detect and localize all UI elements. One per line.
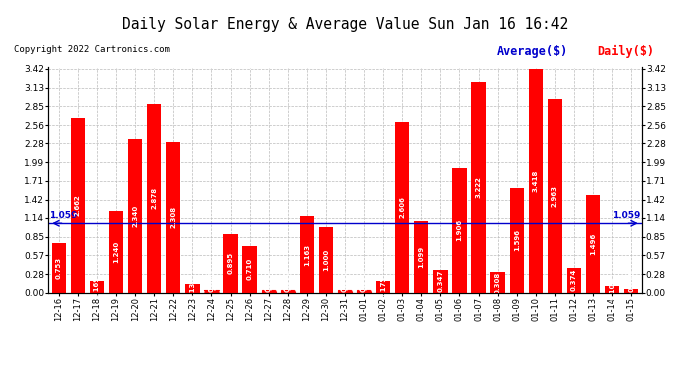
Text: Daily Solar Energy & Average Value Sun Jan 16 16:42: Daily Solar Energy & Average Value Sun J…	[122, 17, 568, 32]
Text: 2.662: 2.662	[75, 195, 81, 216]
Text: 0.000: 0.000	[266, 270, 272, 292]
Text: 3.222: 3.222	[475, 176, 482, 198]
Bar	[453, 168, 466, 292]
Text: 1.059: 1.059	[49, 211, 78, 220]
Bar	[281, 290, 295, 292]
Text: 0.347: 0.347	[437, 270, 444, 292]
Text: 2.606: 2.606	[400, 196, 405, 218]
Bar	[566, 268, 581, 292]
Bar	[262, 290, 276, 292]
Text: 0.169: 0.169	[94, 276, 100, 298]
Text: 2.878: 2.878	[151, 188, 157, 210]
Text: 0.000: 0.000	[361, 270, 367, 292]
Bar	[491, 272, 505, 292]
Text: 1.099: 1.099	[418, 245, 424, 268]
Bar	[414, 220, 428, 292]
Bar	[357, 290, 371, 292]
Bar	[242, 246, 257, 292]
Bar	[52, 243, 66, 292]
Bar	[147, 104, 161, 292]
Bar	[299, 216, 314, 292]
Bar	[586, 195, 600, 292]
Text: 0.058: 0.058	[628, 270, 634, 292]
Text: 0.374: 0.374	[571, 269, 577, 291]
Text: 0.710: 0.710	[246, 258, 253, 280]
Text: 0.104: 0.104	[609, 278, 615, 300]
Bar	[548, 99, 562, 292]
Text: 1.059: 1.059	[612, 211, 641, 220]
Bar	[204, 290, 219, 292]
Text: 0.130: 0.130	[189, 277, 195, 299]
Bar	[395, 122, 409, 292]
Bar	[605, 286, 620, 292]
Text: Daily($): Daily($)	[597, 45, 654, 58]
Bar	[376, 281, 391, 292]
Bar	[70, 118, 85, 292]
Bar	[433, 270, 448, 292]
Text: 0.000: 0.000	[342, 270, 348, 292]
Bar	[109, 211, 124, 292]
Text: 1.906: 1.906	[457, 219, 462, 241]
Text: 1.596: 1.596	[514, 229, 520, 251]
Text: 0.895: 0.895	[228, 252, 233, 274]
Bar	[529, 69, 543, 292]
Text: 1.163: 1.163	[304, 243, 310, 266]
Text: 0.175: 0.175	[380, 276, 386, 298]
Bar	[224, 234, 237, 292]
Text: Copyright 2022 Cartronics.com: Copyright 2022 Cartronics.com	[14, 45, 170, 54]
Bar	[185, 284, 199, 292]
Text: 2.340: 2.340	[132, 205, 138, 227]
Bar	[338, 290, 352, 292]
Text: 2.308: 2.308	[170, 206, 176, 228]
Bar	[624, 289, 638, 292]
Bar	[471, 82, 486, 292]
Text: 1.496: 1.496	[590, 232, 596, 255]
Text: 0.308: 0.308	[495, 271, 501, 294]
Text: 0.000: 0.000	[285, 270, 290, 292]
Bar	[90, 282, 104, 292]
Text: 1.000: 1.000	[323, 249, 329, 271]
Text: 2.963: 2.963	[552, 184, 558, 207]
Text: 3.418: 3.418	[533, 170, 539, 192]
Text: 0.753: 0.753	[56, 257, 62, 279]
Text: Average($): Average($)	[497, 45, 568, 58]
Bar	[510, 188, 524, 292]
Text: 0.000: 0.000	[208, 270, 215, 292]
Text: 1.240: 1.240	[113, 241, 119, 263]
Bar	[319, 227, 333, 292]
Bar	[128, 140, 142, 292]
Bar	[166, 141, 180, 292]
